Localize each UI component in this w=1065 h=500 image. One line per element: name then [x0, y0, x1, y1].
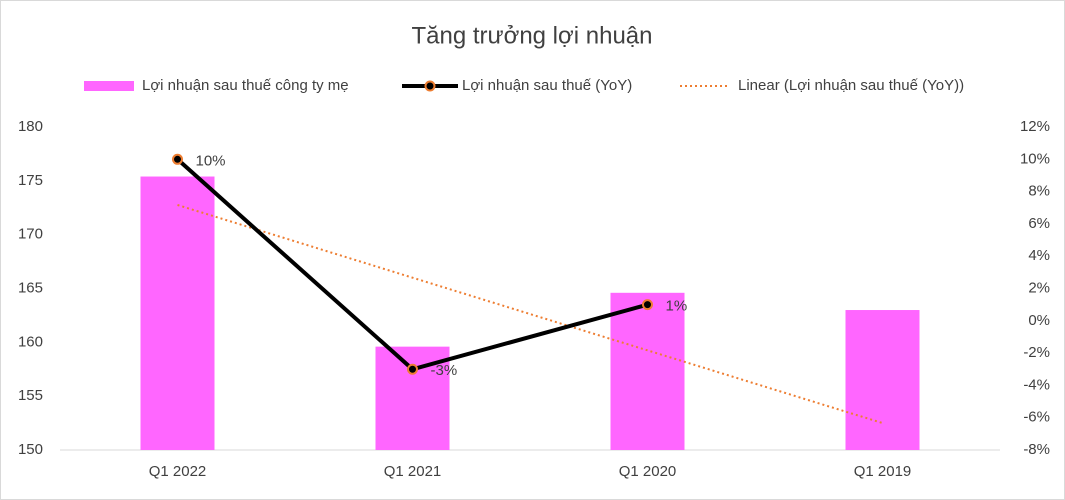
y2-tick-label: -4% — [1023, 376, 1050, 393]
x-tick-label: Q1 2022 — [149, 463, 207, 480]
y2-tick-label: 12% — [1020, 118, 1050, 135]
legend-label: Lợi nhuận sau thuế công ty mẹ — [142, 77, 349, 94]
x-tick-label: Q1 2021 — [384, 463, 442, 480]
y2-tick-label: -2% — [1023, 344, 1050, 361]
y-tick-label: 160 — [18, 333, 43, 350]
y-tick-label: 150 — [18, 441, 43, 458]
line-marker — [407, 363, 418, 375]
legend-swatch — [84, 81, 134, 91]
legend-label: Linear (Lợi nhuận sau thuế (YoY)) — [738, 77, 964, 94]
legend-marker — [424, 80, 436, 92]
y2-tick-label: 6% — [1028, 215, 1050, 232]
legend-label: Lợi nhuận sau thuế (YoY) — [462, 77, 632, 94]
y2-tick-label: 8% — [1028, 183, 1050, 200]
data-label: 1% — [666, 298, 688, 315]
y-tick-label: 165 — [18, 279, 43, 296]
line-marker — [642, 299, 653, 311]
y-tick-label: 175 — [18, 172, 43, 189]
y2-tick-label: 0% — [1028, 312, 1050, 329]
y-tick-label: 180 — [18, 118, 43, 135]
y-tick-label: 155 — [18, 387, 43, 404]
data-label: -3% — [431, 362, 458, 379]
y2-tick-label: -8% — [1023, 441, 1050, 458]
chart-title: Tăng trưởng lợi nhuận — [411, 22, 652, 49]
bar — [610, 292, 685, 450]
x-tick-label: Q1 2019 — [854, 463, 912, 480]
y-tick-label: 170 — [18, 226, 43, 243]
bar — [140, 176, 215, 450]
y2-tick-label: 2% — [1028, 279, 1050, 296]
bar — [845, 310, 920, 450]
y2-tick-label: -6% — [1023, 409, 1050, 426]
x-tick-label: Q1 2020 — [619, 463, 677, 480]
y2-tick-label: 4% — [1028, 247, 1050, 264]
y2-tick-label: 10% — [1020, 150, 1050, 167]
data-label: 10% — [196, 152, 226, 169]
line-marker — [172, 153, 183, 165]
